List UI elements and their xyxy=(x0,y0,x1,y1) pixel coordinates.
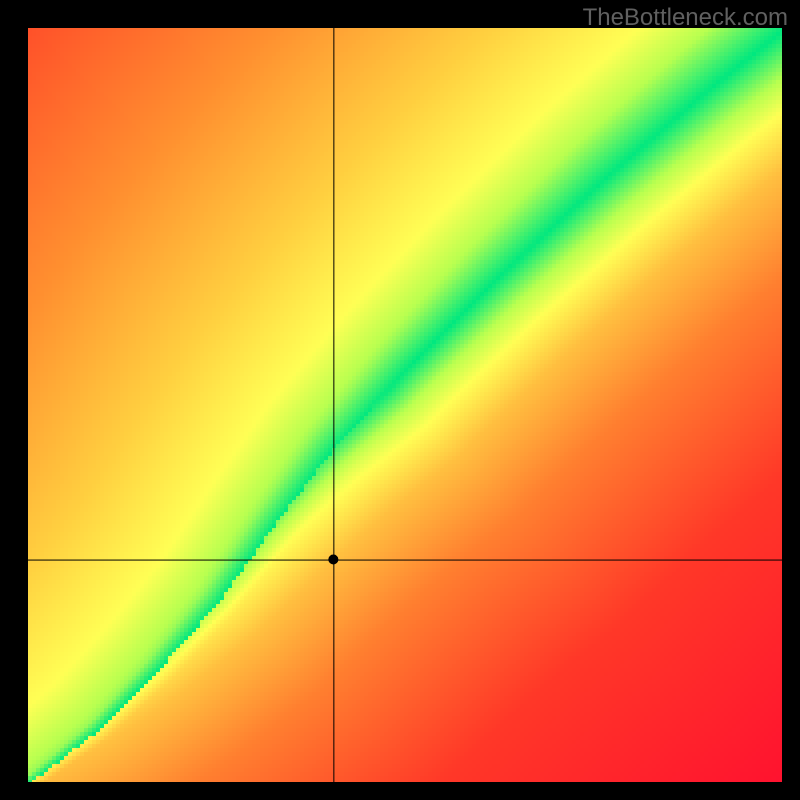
bottleneck-heatmap xyxy=(0,0,800,800)
watermark-text: TheBottleneck.com xyxy=(583,4,788,32)
chart-container: TheBottleneck.com xyxy=(0,0,800,800)
